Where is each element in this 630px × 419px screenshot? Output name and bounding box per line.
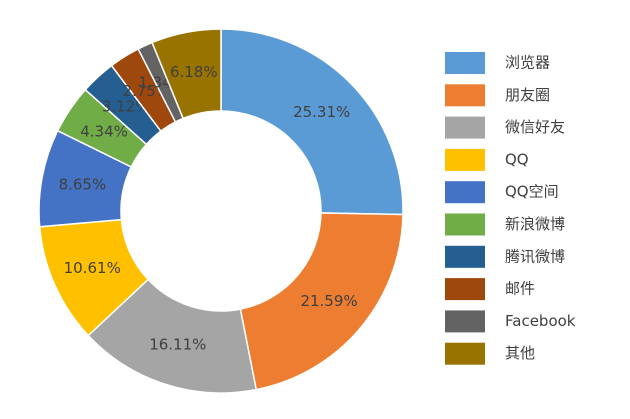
legend-swatch: [445, 181, 485, 204]
data-label: 25.31%: [293, 103, 350, 121]
data-label: 6.18%: [170, 63, 218, 81]
legend-swatch: [445, 310, 485, 333]
data-label: 16.11%: [149, 336, 206, 354]
legend-label: 浏览器: [505, 54, 550, 72]
data-label: 8.65%: [59, 176, 107, 194]
legend-label: QQ: [505, 150, 529, 168]
legend-swatch: [445, 148, 485, 171]
data-label: 4.34%: [80, 123, 128, 141]
slice: [239, 212, 404, 391]
legend-label: Facebook: [505, 312, 576, 330]
legend-label: 新浪微博: [505, 215, 565, 233]
legend-swatch: [445, 116, 485, 139]
legend-label: 朋友圈: [505, 86, 550, 104]
slice: [151, 28, 222, 120]
legend-swatch: [445, 245, 485, 268]
legend-label: 腾讯微博: [505, 247, 565, 265]
legend-swatch: [445, 84, 485, 107]
legend-swatch: [445, 342, 485, 365]
slice: [220, 28, 404, 216]
legend-swatch: [445, 52, 485, 74]
data-label: 3.12%: [102, 98, 150, 116]
legend-label: 邮件: [505, 280, 535, 298]
legend-swatch: [445, 213, 485, 236]
legend-label: 微信好友: [505, 118, 565, 136]
legend-label: 其他: [505, 344, 535, 362]
data-label: 21.59%: [300, 292, 357, 310]
legend-swatch: [445, 278, 485, 301]
data-label: 10.61%: [64, 259, 121, 277]
legend-label: QQ空间: [505, 183, 559, 201]
